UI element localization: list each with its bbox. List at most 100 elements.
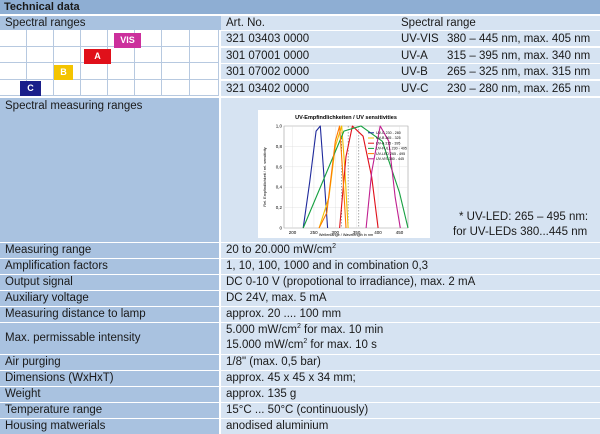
spec-value: 1, 10, 100, 1000 and in combination 0,3 [221, 259, 600, 274]
uv-type: UV-A [401, 49, 428, 62]
spec-label: Auxiliary voltage [0, 291, 219, 306]
grid-cell [135, 46, 162, 63]
led-note-2: for UV-LEDs 380...445 nm [453, 226, 588, 238]
y-tick-label: 0,8 [276, 144, 283, 149]
spec-value-line: approx. 45 x 45 x 34 mm; [226, 372, 356, 384]
spec-value: approx. 20 .... 100 mm [221, 307, 600, 322]
spectral-row: 301 07002 0000 UV-B 265 – 325 nm, max. 315… [221, 63, 600, 79]
artno-header: Art. No. [226, 17, 265, 29]
spec-value-line: anodised aluminium [226, 420, 329, 432]
grid-cell [108, 46, 135, 63]
uv-type: UV-B [401, 66, 428, 78]
spec-value: 15°C ... 50°C (continuously) [221, 403, 600, 418]
grid-cell [190, 79, 219, 96]
sensitivity-chart-svg: UV-Empfindlichkeiten / UV sensitivities 0… [263, 115, 409, 237]
spec-label: Measuring range [0, 243, 219, 258]
grid-cell [190, 63, 219, 80]
spec-value: approx. 45 x 45 x 34 mm; [221, 371, 600, 386]
y-tick-label: 0,4 [276, 185, 283, 190]
art-number: 301 07002 0000 [226, 66, 310, 78]
x-tick-label: 450 [396, 230, 404, 235]
spectral-range-value: 315 – 395 nm, max. 340 nm [447, 49, 591, 62]
x-axis-label: Wellenlänge / Wavelength in nm [319, 233, 373, 237]
spec-label: Output signal [0, 275, 219, 290]
range-block-a: A [84, 49, 111, 64]
grid-cell [135, 63, 162, 80]
spec-value: 5.000 mW/cm2 for max. 10 min 15.000 mW/cm… [221, 323, 600, 354]
spec-value-line: approx. 20 .... 100 mm [226, 308, 342, 320]
spec-label: Weight [0, 387, 219, 402]
spec-value-line: approx. 135 g [226, 388, 297, 400]
grid-cell [135, 79, 162, 96]
spec-value: DC 24V, max. 5 mA [221, 291, 600, 306]
grid-cell [27, 30, 54, 47]
section-title: Technical data [0, 0, 600, 14]
range-block-b: B [54, 65, 73, 80]
spec-label: Measuring distance to lamp [0, 307, 219, 322]
grid-cell [190, 46, 219, 63]
grid-cell [162, 63, 190, 80]
x-tick-label: 400 [374, 230, 382, 235]
grid-cell [27, 63, 54, 80]
range-block-vis: VIS [114, 33, 141, 48]
uv-type: UV-C [401, 82, 429, 95]
grid-cell [162, 30, 190, 47]
spec-label: Max. permissable intensity [0, 323, 219, 354]
series-line [318, 125, 347, 229]
spectral-ranges-label: Spectral ranges [5, 17, 86, 29]
spec-label: Housing matwerials [0, 419, 219, 434]
grid-cell [162, 46, 190, 63]
series-line [365, 125, 401, 229]
uv-type: UV-VIS [401, 33, 439, 45]
x-tick-label: 200 [289, 230, 297, 235]
legend-label: UV-B 265 - 325 [376, 136, 401, 140]
spectral-header-right: Art. No. Spectral range [221, 16, 600, 30]
spec-value-line: DC 24V, max. 5 mA [226, 292, 327, 304]
grid-cell [54, 79, 81, 96]
y-tick-label: 0 [279, 226, 282, 231]
spec-label: Amplification factors [0, 259, 219, 274]
spec-label: Air purging [0, 355, 219, 370]
spec-value-line: DC 0-10 V (propotional to irradiance), m… [226, 276, 476, 288]
art-number: 321 03403 0000 [226, 33, 310, 45]
grid-cell [162, 79, 190, 96]
grid-cell [81, 63, 108, 80]
grid-cell [0, 63, 27, 80]
spec-value: 20 to 20.000 mW/cm2 [221, 243, 600, 258]
x-tick-label: 300 [332, 230, 340, 235]
spectral-row: 321 03403 0000 UV-VIS 380 – 445 nm, max. 4… [221, 30, 600, 46]
range-header: Spectral range [401, 17, 476, 29]
grid-cell [190, 30, 219, 47]
grid-cell [54, 46, 81, 63]
plot-frame [283, 125, 409, 229]
spectral-range-value: 265 – 325 nm, max. 315 nm [447, 66, 591, 78]
spec-value: anodised aluminium [221, 419, 600, 434]
spec-value-line: 1, 10, 100, 1000 and in combination 0,3 [226, 260, 429, 272]
spec-value-line: 1/8" (max. 0,5 bar) [226, 356, 321, 368]
spec-label: Dimensions (WxHxT) [0, 371, 219, 386]
grid-cell [108, 79, 135, 96]
measuring-label-cell: Spectral measuring ranges [0, 98, 219, 242]
legend-label: UV-LED 265 - 495 [376, 152, 405, 156]
series-line [302, 125, 409, 229]
led-note-1: * UV-LED: 265 – 495 nm: [459, 211, 589, 223]
grid-cell [108, 63, 135, 80]
spectral-row: 301 07001 0000 UV-A 315 – 395 nm, max. 340… [221, 46, 600, 63]
legend-label: UV-FULL 230 - 495 [376, 147, 407, 151]
x-tick-label: 250 [310, 230, 318, 235]
grid-cell [54, 30, 81, 47]
spec-value-line: 5.000 mW/cm2 for max. 10 min [226, 323, 384, 336]
series-line [339, 125, 379, 229]
grid-cell [0, 30, 27, 47]
grid-cell [81, 79, 108, 96]
spec-value: approx. 135 g [221, 387, 600, 402]
spectral-range-value: 380 – 445 nm, max. 405 nm [447, 33, 591, 45]
spectral-row: 321 03402 0000 UV-C 230 – 280 nm, max. 265… [221, 79, 600, 96]
grid-cell [81, 30, 108, 47]
range-block-c: C [20, 81, 41, 96]
spec-value-line: 15.000 mW/cm2 for max. 10 s [226, 338, 377, 351]
chart-title: UV-Empfindlichkeiten / UV sensitivities [295, 115, 397, 121]
spec-label: Temperature range [0, 403, 219, 418]
y-axis-label: Rel. Empfindlichkeit / rel. sensitivity [263, 147, 267, 206]
